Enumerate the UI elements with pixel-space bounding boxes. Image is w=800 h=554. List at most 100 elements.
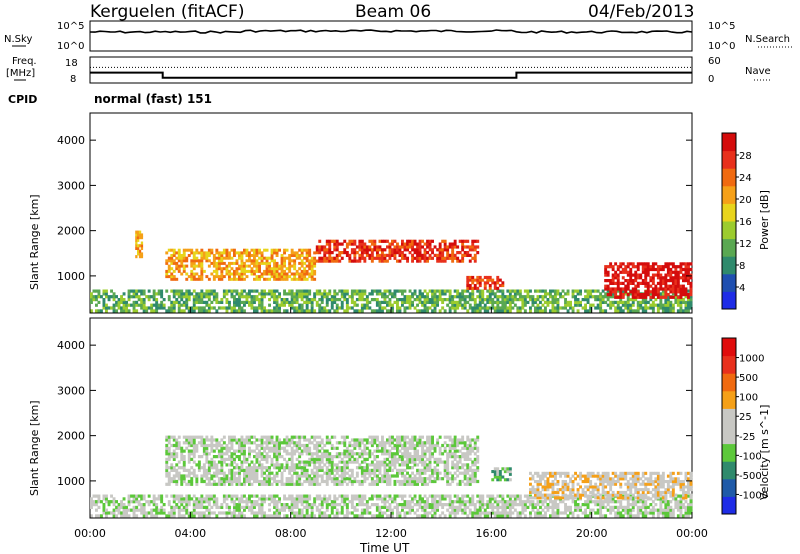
echo-cell: [300, 261, 304, 265]
echo-cell: [682, 309, 685, 313]
echo-cell: [240, 300, 244, 304]
echo-cell: [185, 500, 189, 504]
echo-cell: [373, 298, 377, 302]
echo-cell: [102, 505, 106, 509]
echo-cell: [182, 508, 186, 512]
echo-cell: [140, 303, 144, 307]
echo-cell: [526, 292, 530, 296]
echo-cell: [187, 309, 191, 313]
echo-cell: [328, 503, 332, 507]
echo-cell: [669, 279, 673, 283]
echo-cell: [381, 306, 384, 310]
echo-cell: [240, 500, 244, 504]
echo-cell: [669, 511, 673, 515]
echo-cell: [544, 514, 547, 518]
echo-cell: [358, 242, 362, 246]
echo-cell: [205, 474, 209, 478]
echo-cell: [268, 267, 271, 271]
echo-cell: [428, 256, 432, 260]
echo-cell: [150, 500, 154, 504]
echo-cell: [350, 289, 354, 293]
echo-cell: [451, 500, 455, 504]
echo-cell: [599, 497, 603, 501]
echo-cell: [335, 441, 339, 445]
echo-cell: [235, 261, 239, 265]
echo-cell: [298, 452, 302, 456]
echo-cell: [195, 306, 199, 310]
echo-cell: [220, 511, 224, 515]
echo-cell: [265, 497, 269, 501]
echo-cell: [468, 500, 472, 504]
echo-cell: [288, 457, 292, 461]
echo-cell: [458, 259, 462, 263]
echo-cell: [596, 295, 600, 299]
echo-cell: [659, 505, 663, 509]
echo-cell: [661, 287, 665, 291]
echo-cell: [406, 463, 409, 467]
echo-cell: [273, 300, 276, 304]
echo-cell: [177, 477, 181, 481]
echo-cell: [243, 449, 246, 453]
echo-cell: [684, 279, 688, 283]
echo-cell: [629, 262, 633, 266]
echo-cell: [646, 287, 650, 291]
echo-cell: [651, 514, 655, 518]
echo-cell: [348, 477, 352, 481]
echo-cell: [185, 505, 189, 509]
echo-cell: [433, 298, 437, 302]
echo-cell: [654, 303, 658, 307]
echo-cell: [102, 303, 106, 307]
echo-cell: [624, 265, 628, 269]
echo-cell: [679, 505, 683, 509]
echo-cell: [676, 500, 680, 504]
echo-cell: [315, 452, 319, 456]
echo-cell: [313, 272, 317, 276]
echo-cell: [328, 477, 332, 481]
echo-cell: [333, 309, 337, 313]
echo-cell: [656, 508, 660, 512]
echo-cell: [303, 505, 307, 509]
echo-cell: [253, 261, 256, 265]
echo-cell: [411, 248, 414, 252]
echo-cell: [250, 269, 254, 273]
echo-cell: [253, 500, 256, 504]
echo-cell: [398, 457, 402, 461]
echo-cell: [481, 500, 485, 504]
echo-cell: [265, 272, 269, 276]
echo-cell: [401, 452, 404, 456]
echo-cell: [428, 494, 432, 498]
echo-cell: [423, 251, 427, 255]
echo-cell: [456, 306, 460, 310]
echo-cell: [325, 466, 329, 470]
echo-cell: [559, 511, 562, 515]
echo-cell: [453, 494, 457, 498]
echo-cell: [228, 471, 231, 475]
echo-cell: [343, 248, 347, 252]
echo-cell: [187, 494, 191, 498]
echo-cell: [381, 295, 384, 299]
echo-cell: [313, 460, 317, 464]
echo-cell: [616, 511, 620, 515]
echo-cell: [212, 511, 216, 515]
echo-cell: [659, 279, 663, 283]
echo-cell: [255, 471, 259, 475]
echo-cell: [185, 435, 189, 439]
echo-cell: [290, 505, 294, 509]
echo-cell: [270, 471, 274, 475]
echo-cell: [406, 466, 409, 470]
echo-cell: [478, 298, 482, 302]
echo-cell: [230, 277, 234, 281]
echo-cell: [441, 289, 445, 293]
echo-cell: [506, 503, 510, 507]
echo-cell: [102, 508, 106, 512]
echo-cell: [421, 292, 424, 296]
echo-cell: [275, 474, 279, 478]
echo-cell: [192, 460, 196, 464]
echo-cell: [112, 298, 116, 302]
echo-cell: [348, 256, 352, 260]
echo-cell: [421, 256, 424, 260]
echo-cell: [137, 303, 141, 307]
echo-cell: [669, 284, 673, 288]
echo-cell: [212, 269, 216, 273]
echo-cell: [471, 292, 475, 296]
